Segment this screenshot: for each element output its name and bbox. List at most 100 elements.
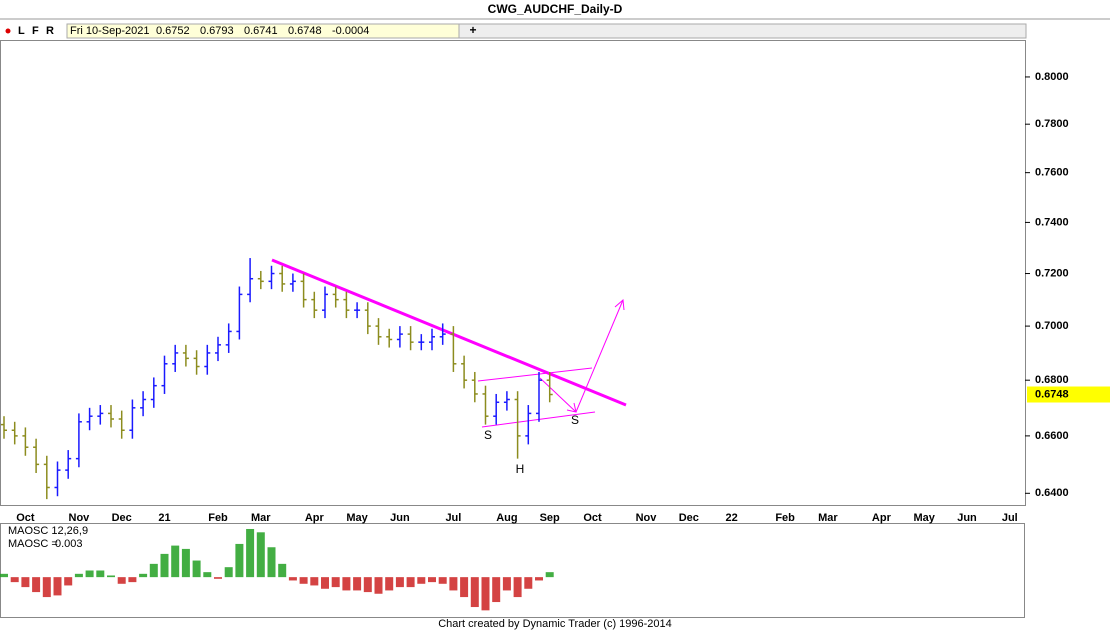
oscillator-bar: [256, 532, 265, 578]
oscillator-bar: [342, 577, 351, 591]
toolbar-button[interactable]: F: [32, 25, 39, 37]
y-tick-label: 0.8000: [1035, 71, 1069, 83]
oscillator-bar: [492, 577, 501, 603]
channel-line: [477, 367, 593, 382]
oscillator-bar: [374, 577, 383, 594]
x-tick-label: Dec: [679, 512, 699, 524]
oscillator-bar: [524, 577, 533, 589]
oscillator-bar: [481, 577, 490, 611]
x-tick-label: Feb: [208, 512, 228, 524]
oscillator-bar: [181, 548, 190, 578]
x-tick-label: Feb: [775, 512, 795, 524]
pattern-label: H: [516, 462, 525, 476]
info-open: 0.6752: [156, 25, 190, 37]
info-date: Fri 10-Sep-2021: [70, 25, 150, 37]
x-tick-label: May: [346, 512, 368, 524]
oscillator-bar: [224, 567, 233, 578]
x-tick-label: Jul: [445, 512, 461, 524]
footer: Chart created by Dynamic Trader (c) 1996…: [438, 618, 672, 630]
pattern-label: S: [484, 428, 492, 442]
y-tick-label: 0.7000: [1035, 320, 1069, 332]
oscillator-bar: [10, 577, 19, 583]
oscillator-bar: [417, 577, 426, 584]
x-tick-label: Mar: [818, 512, 838, 524]
oscillator-bar: [160, 553, 169, 578]
y-tick-label: 0.6800: [1035, 374, 1069, 386]
oscillator-bar: [502, 577, 511, 591]
y-tick-label: 0.6400: [1035, 487, 1069, 499]
chart-title: CWG_AUDCHF_Daily-D: [488, 2, 623, 16]
oscillator-bar: [85, 570, 94, 578]
oscillator-bar: [0, 573, 8, 578]
info-high: 0.6793: [200, 25, 234, 37]
oscillator-bar: [203, 572, 212, 578]
y-tick-label: 0.7800: [1035, 118, 1069, 130]
drawings: [271, 258, 627, 428]
add-button[interactable]: +: [469, 23, 476, 37]
oscillator-bar: [42, 577, 51, 598]
oscillator-bar: [406, 577, 415, 588]
oscillator-bar: [107, 575, 115, 578]
oscillator-bar: [117, 577, 126, 584]
x-tick-label: Nov: [636, 512, 658, 524]
toolbar-button[interactable]: R: [46, 25, 54, 37]
x-tick-label: Jun: [390, 512, 410, 524]
oscillator-bar: [513, 577, 522, 598]
last-price-label: 0.6748: [1035, 388, 1069, 400]
x-tick-label: Sep: [540, 512, 560, 524]
y-tick-label: 0.6600: [1035, 430, 1069, 442]
x-tick-label: Jul: [1002, 512, 1018, 524]
oscillator-bar: [428, 577, 436, 583]
y-tick-label: 0.7400: [1035, 216, 1069, 228]
info-close: 0.6748: [288, 25, 322, 37]
oscillator-bar: [21, 577, 30, 588]
oscillator-bar: [235, 543, 244, 578]
trendline: [271, 258, 627, 407]
x-tick-label: May: [913, 512, 935, 524]
oscillator-bar: [545, 572, 554, 578]
oscillator-bar: [64, 577, 73, 586]
x-tick-label: 22: [725, 512, 737, 524]
oscillator-bar: [96, 570, 105, 578]
plot-frame: [0, 40, 1026, 506]
x-tick-label: Apr: [305, 512, 325, 524]
oscillator-bar: [535, 577, 543, 581]
x-tick-label: Apr: [872, 512, 892, 524]
status-dot: [5, 28, 11, 34]
x-tick-label: Dec: [112, 512, 132, 524]
oscillator-bar: [192, 560, 201, 578]
y-tick-label: 0.7200: [1035, 267, 1069, 279]
info-change: -0.0004: [332, 25, 369, 37]
x-tick-label: Oct: [583, 512, 602, 524]
arrow: [575, 299, 624, 413]
oscillator-bar: [288, 577, 297, 581]
oscillator-bar: [460, 577, 469, 598]
oscillator-bar: [32, 577, 41, 593]
oscillator-bar: [53, 577, 62, 596]
oscillator-bar: [246, 528, 255, 578]
oscillator-bar: [321, 577, 329, 589]
x-tick-label: Aug: [496, 512, 517, 524]
oscillator-bar: [395, 577, 404, 588]
oscillator-bar: [438, 577, 447, 584]
oscillator-bar: [128, 577, 137, 583]
x-tick-label: Jun: [957, 512, 977, 524]
oscillator-bar: [331, 577, 340, 588]
oscillator-bar: [385, 577, 394, 591]
oscillator-bar: [139, 573, 148, 578]
oscillator-bar: [74, 573, 83, 578]
toolbar-button[interactable]: L: [18, 25, 25, 37]
x-tick-label: Nov: [69, 512, 91, 524]
x-tick-label: 21: [158, 512, 170, 524]
x-tick-label: Mar: [251, 512, 271, 524]
oscillator-bar: [299, 577, 308, 584]
last-price-tag: [1027, 386, 1110, 403]
arrow: [539, 377, 577, 413]
oscillator-bar: [363, 577, 372, 593]
oscillator-value: 0.003: [55, 538, 83, 550]
arrow-head: [614, 298, 625, 311]
pattern-label: S: [571, 413, 579, 427]
oscillator-value-text: MAOSC =: [8, 538, 58, 550]
